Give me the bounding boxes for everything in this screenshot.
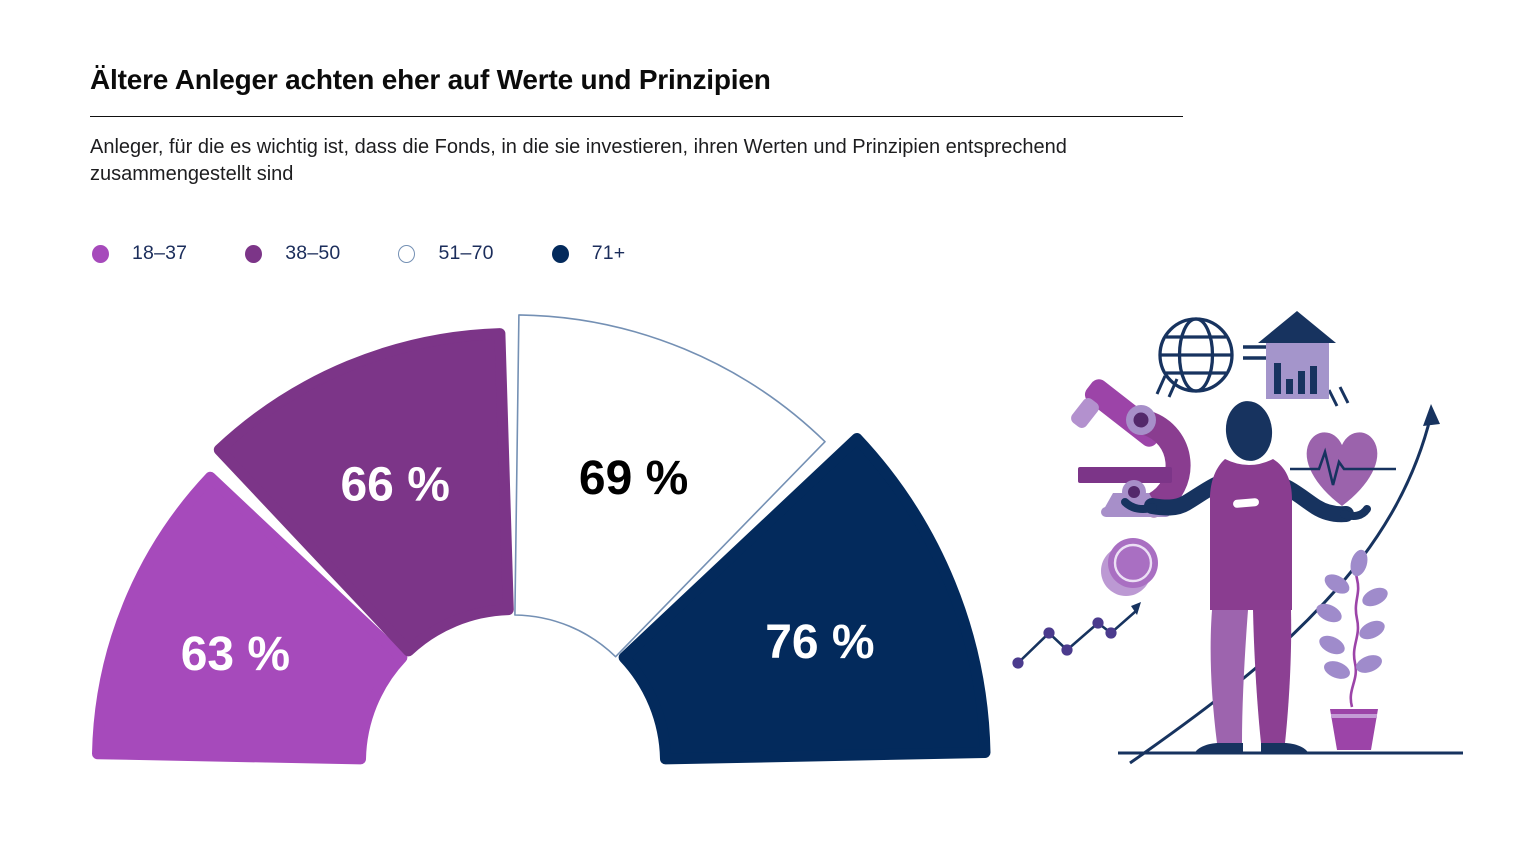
legend-dot-18-37 <box>92 244 109 263</box>
microscope-icon <box>1071 379 1191 518</box>
heart-pulse-icon <box>1290 432 1396 506</box>
legend-dot-71-plus <box>551 244 569 263</box>
equals-icon <box>1243 345 1267 360</box>
gauge-segment-38-50 <box>213 328 514 657</box>
person-figure <box>1121 401 1371 754</box>
coin-icon <box>1101 538 1158 596</box>
legend-item-51-70: 51–70 <box>398 242 494 265</box>
illustration <box>1012 311 1463 765</box>
legend-label: 71+ <box>591 242 626 264</box>
legend-dot-51-70 <box>398 244 416 263</box>
gauge-value-label: 63 % <box>181 628 290 681</box>
page-title: Ältere Anleger achten eher auf Werte und… <box>90 64 771 95</box>
globe-icon <box>1158 317 1234 393</box>
gauge-value-label: 76 % <box>765 616 874 669</box>
legend-label: 38–50 <box>285 242 341 264</box>
legend-item-71-plus: 71+ <box>551 242 626 265</box>
legend-label: 51–70 <box>438 242 494 264</box>
title-divider <box>90 116 1183 117</box>
plant-icon <box>1316 549 1388 750</box>
gauge-value-label: 69 % <box>579 452 688 505</box>
gauge-segment-18-37 <box>92 471 408 765</box>
page-subtitle: Anleger, für die es wichtig ist, dass di… <box>90 136 1067 185</box>
bank-icon <box>1258 311 1336 399</box>
gauge-segment-71+ <box>618 433 991 765</box>
legend-item-38-50: 38–50 <box>245 242 340 265</box>
slashes-icon <box>1155 375 1350 407</box>
legend: 18–37 38–50 51–70 71+ <box>92 242 625 265</box>
line-chart-icon <box>1012 602 1141 669</box>
gauge-chart: 63 % 66 % 69 % 76 % <box>92 314 991 765</box>
legend-dot-38-50 <box>245 244 263 263</box>
legend-item-18-37: 18–37 <box>92 242 187 265</box>
growth-curve-arrow-icon <box>1129 404 1440 765</box>
gauge-value-label: 66 % <box>340 459 449 512</box>
legend-label: 18–37 <box>132 242 188 264</box>
gauge-segment-51-70 <box>514 314 826 658</box>
